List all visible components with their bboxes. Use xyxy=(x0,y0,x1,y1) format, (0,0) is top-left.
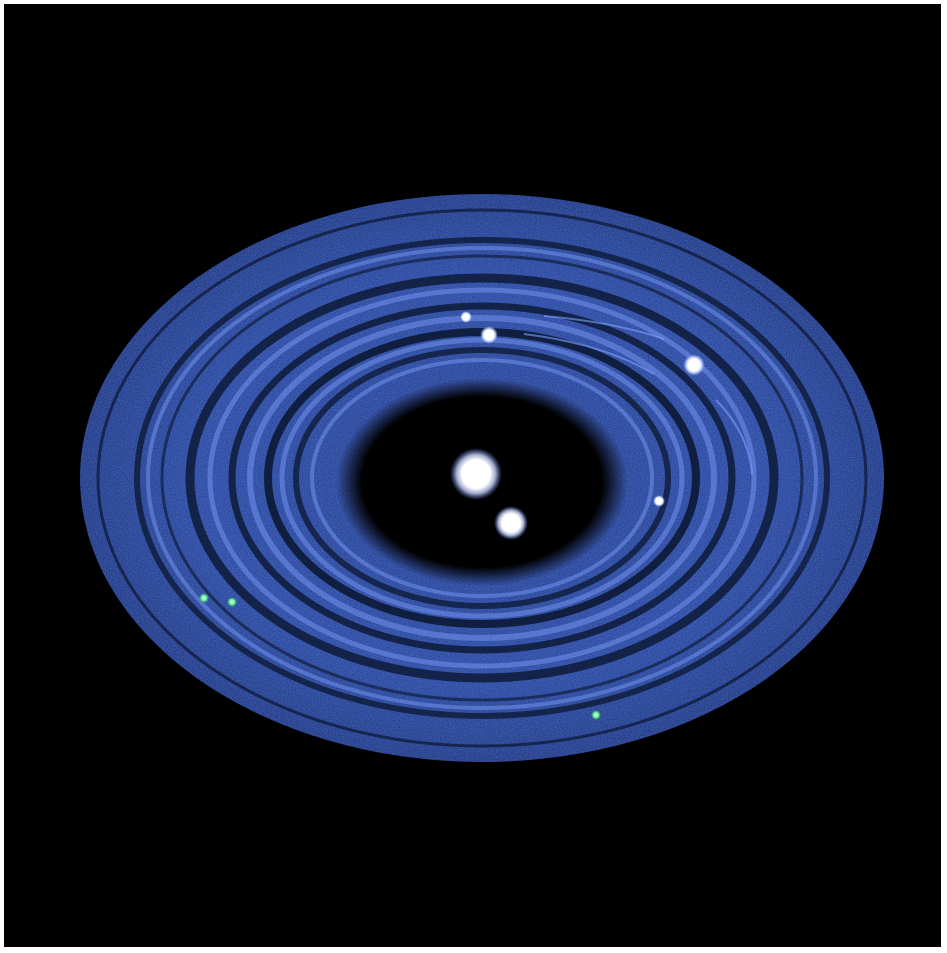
debris-disk-image xyxy=(4,4,941,947)
planet-3 xyxy=(683,354,705,376)
green-body-3 xyxy=(591,710,601,720)
green-body-1 xyxy=(199,593,209,603)
ring-gap-3 xyxy=(160,254,804,702)
planet-1 xyxy=(460,311,472,323)
central-star-secondary xyxy=(494,506,528,540)
ring-gap-5 xyxy=(228,302,736,654)
bodies-layer xyxy=(199,311,705,720)
bright-ringlet-1 xyxy=(146,246,818,710)
ring-arc-1 xyxy=(523,333,655,375)
ring-gap-7 xyxy=(293,347,671,609)
planet-2 xyxy=(480,326,498,344)
ring-gap-2 xyxy=(134,237,830,719)
planet-4 xyxy=(653,495,665,507)
central-star-primary xyxy=(450,448,502,500)
bright-ringlet-5 xyxy=(310,358,654,598)
ring-gap-4 xyxy=(185,273,779,683)
bright-ringlet-3 xyxy=(247,315,717,641)
bright-ringlet-2 xyxy=(207,287,757,669)
ring-arc-3 xyxy=(543,315,665,340)
ring-gap-1 xyxy=(96,208,868,748)
green-body-2 xyxy=(227,597,237,607)
image-frame xyxy=(4,4,941,947)
ring-arc-2 xyxy=(715,399,753,475)
